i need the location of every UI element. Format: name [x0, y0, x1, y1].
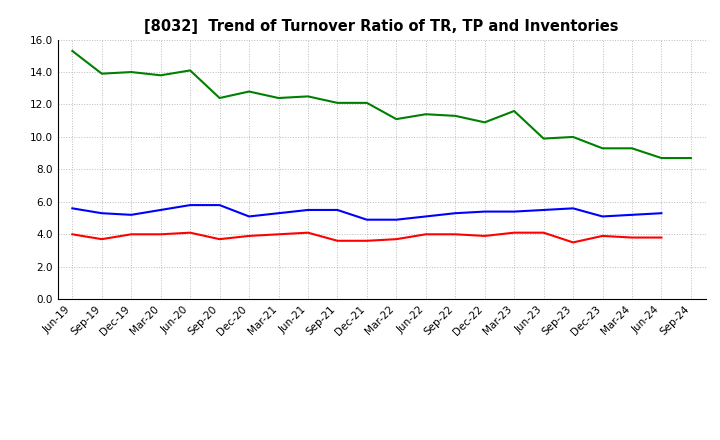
Inventories: [687, 155, 696, 161]
Trade Payables: [68, 205, 76, 211]
Trade Receivables: [480, 233, 489, 238]
Trade Receivables: [392, 237, 400, 242]
Trade Payables: [215, 202, 224, 208]
Trade Payables: [598, 214, 607, 219]
Trade Receivables: [304, 230, 312, 235]
Trade Receivables: [274, 231, 283, 237]
Trade Payables: [333, 207, 342, 213]
Trade Receivables: [186, 230, 194, 235]
Trade Payables: [451, 211, 459, 216]
Inventories: [510, 108, 518, 114]
Trade Receivables: [598, 233, 607, 238]
Trade Payables: [569, 205, 577, 211]
Trade Receivables: [68, 231, 76, 237]
Inventories: [392, 117, 400, 122]
Inventories: [539, 136, 548, 141]
Trade Receivables: [657, 235, 666, 240]
Inventories: [97, 71, 106, 76]
Trade Receivables: [245, 233, 253, 238]
Inventories: [186, 68, 194, 73]
Trade Receivables: [510, 230, 518, 235]
Inventories: [421, 112, 430, 117]
Trade Payables: [156, 207, 165, 213]
Line: Inventories: Inventories: [72, 51, 691, 158]
Trade Payables: [510, 209, 518, 214]
Trade Payables: [245, 214, 253, 219]
Trade Receivables: [421, 231, 430, 237]
Inventories: [68, 48, 76, 54]
Trade Payables: [97, 211, 106, 216]
Inventories: [569, 134, 577, 139]
Trade Payables: [392, 217, 400, 222]
Trade Payables: [127, 212, 135, 217]
Trade Receivables: [628, 235, 636, 240]
Line: Trade Payables: Trade Payables: [72, 205, 662, 220]
Inventories: [304, 94, 312, 99]
Line: Trade Receivables: Trade Receivables: [72, 233, 662, 242]
Trade Payables: [186, 202, 194, 208]
Trade Receivables: [97, 237, 106, 242]
Trade Receivables: [215, 237, 224, 242]
Trade Payables: [657, 211, 666, 216]
Trade Receivables: [127, 231, 135, 237]
Inventories: [156, 73, 165, 78]
Trade Payables: [628, 212, 636, 217]
Inventories: [480, 120, 489, 125]
Inventories: [598, 146, 607, 151]
Trade Receivables: [363, 238, 372, 243]
Trade Receivables: [539, 230, 548, 235]
Inventories: [127, 70, 135, 75]
Title: [8032]  Trend of Turnover Ratio of TR, TP and Inventories: [8032] Trend of Turnover Ratio of TR, TP…: [144, 19, 619, 34]
Trade Receivables: [156, 231, 165, 237]
Inventories: [333, 100, 342, 106]
Inventories: [363, 100, 372, 106]
Trade Payables: [480, 209, 489, 214]
Inventories: [245, 89, 253, 94]
Trade Receivables: [569, 240, 577, 245]
Trade Receivables: [333, 238, 342, 243]
Trade Payables: [304, 207, 312, 213]
Inventories: [451, 113, 459, 118]
Trade Payables: [274, 211, 283, 216]
Inventories: [215, 95, 224, 101]
Trade Payables: [363, 217, 372, 222]
Inventories: [657, 155, 666, 161]
Inventories: [628, 146, 636, 151]
Inventories: [274, 95, 283, 101]
Trade Payables: [539, 207, 548, 213]
Trade Payables: [421, 214, 430, 219]
Trade Receivables: [451, 231, 459, 237]
